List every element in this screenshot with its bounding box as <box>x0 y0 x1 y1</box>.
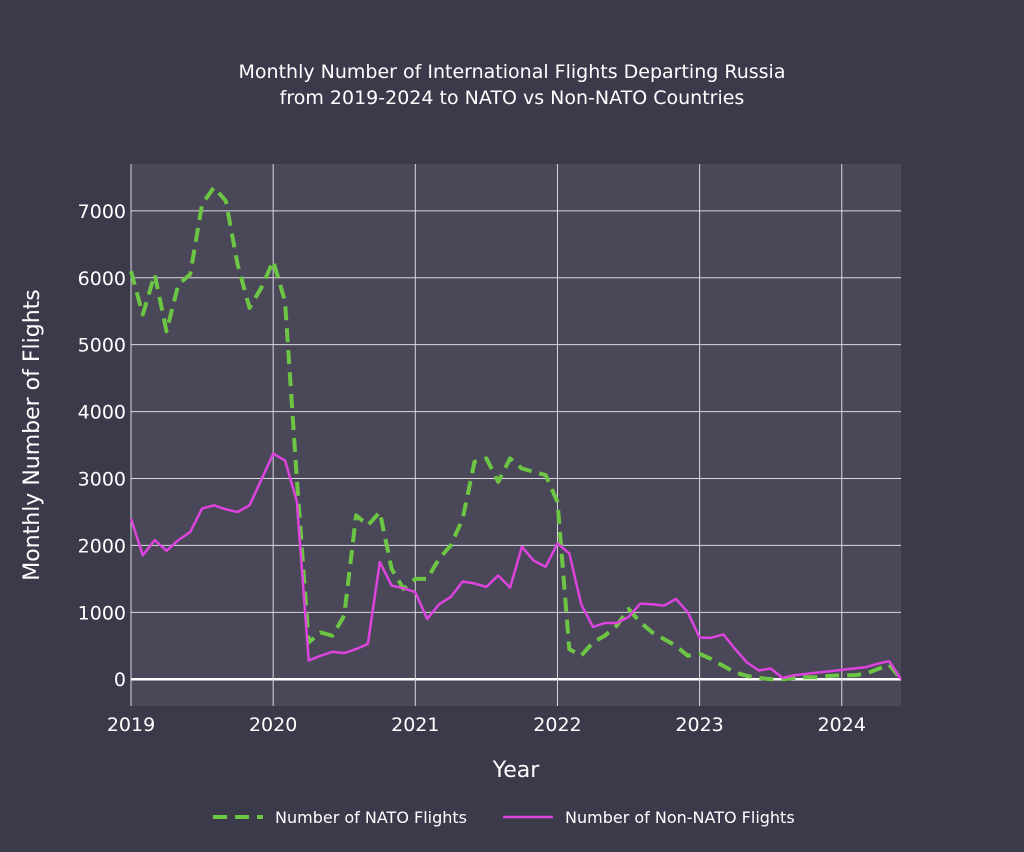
y-axis-title: Monthly Number of Flights <box>20 289 45 581</box>
y-tick-label: 0 <box>114 669 126 691</box>
legend-label: Number of Non-NATO Flights <box>565 808 795 827</box>
y-tick-label: 3000 <box>78 468 126 490</box>
legend-label: Number of NATO Flights <box>275 808 467 827</box>
non-nato-flights-line <box>129 452 903 680</box>
y-tick-label: 1000 <box>78 602 126 624</box>
y-tick-label: 7000 <box>78 201 126 223</box>
grid-lines <box>130 164 901 706</box>
x-axis-title: Year <box>492 758 541 783</box>
y-tick-label: 5000 <box>78 335 126 357</box>
legend[interactable]: Number of NATO Flights Number of Non-NATO… <box>213 808 795 827</box>
chart-title-line-2: from 2019-2024 to NATO vs Non-NATO Count… <box>280 87 745 109</box>
y-tick-label: 2000 <box>78 535 126 557</box>
chart-title-line-1: Monthly Number of International Flights … <box>239 61 786 83</box>
x-tick-label: 2019 <box>107 714 155 736</box>
series-lines <box>129 185 903 682</box>
x-tick-label: 2020 <box>249 714 297 736</box>
nato-flights-line <box>129 185 903 682</box>
x-tick-label: 2021 <box>391 714 439 736</box>
legend-item[interactable]: Number of Non-NATO Flights <box>503 808 795 827</box>
x-tick-label: 2023 <box>675 714 723 736</box>
legend-item[interactable]: Number of NATO Flights <box>213 808 467 827</box>
plot-area <box>131 164 901 706</box>
axis-ticks: 0 1000 2000 3000 4000 5000 6000 7000 2019 2020 202… <box>78 201 866 736</box>
x-tick-label: 2024 <box>818 714 866 736</box>
y-tick-label: 6000 <box>78 268 126 290</box>
x-tick-label: 2022 <box>533 714 581 736</box>
y-tick-label: 4000 <box>78 402 126 424</box>
